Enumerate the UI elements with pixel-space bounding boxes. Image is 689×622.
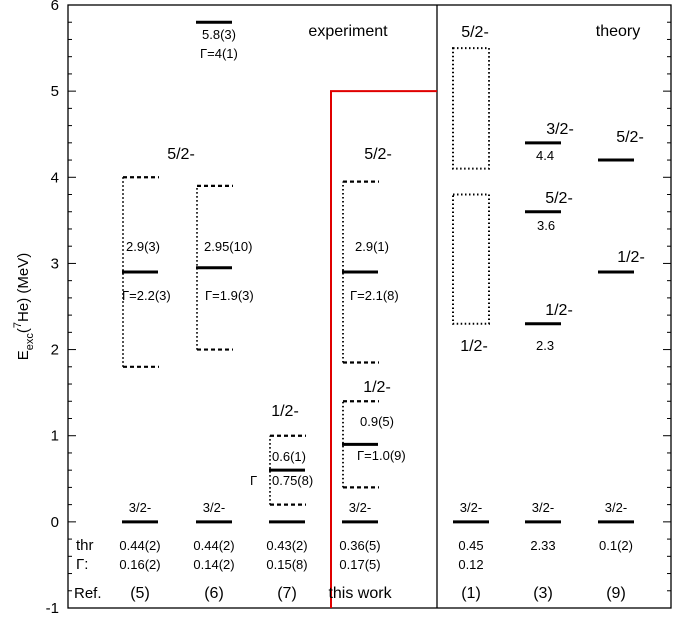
spin-label: 5/2- — [545, 190, 573, 207]
ground-state-label: 3/2- — [349, 500, 371, 515]
gamma-value: 0.12 — [458, 557, 483, 572]
reference-label: (9) — [606, 585, 626, 602]
spin-label: 1/2- — [460, 338, 488, 355]
reference-label: (7) — [277, 585, 297, 602]
y-tick-label: 1 — [51, 428, 59, 445]
spin-label: 5/2- — [461, 24, 489, 41]
this-work-highlight-line — [330, 90, 437, 608]
threshold-value: 0.45 — [458, 538, 483, 553]
threshold-value: 0.1(2) — [599, 538, 633, 553]
theory-label: theory — [596, 23, 640, 40]
width-label: Γ=4(1) — [200, 46, 238, 61]
spin-label: 1/2- — [545, 302, 573, 319]
y-axis-label-part: exc — [24, 333, 36, 351]
labels: -1 0 1 2 3 4 5 6 Eexc(7He) (MeV) experiment theory… — [12, 0, 645, 617]
ground-state-label: 3/2- — [605, 500, 627, 515]
reference-label: (5) — [130, 585, 150, 602]
gamma-value: 0.15(8) — [266, 557, 307, 572]
energy-label: 3.6 — [537, 218, 555, 233]
row-label-thr: thr — [76, 537, 94, 554]
reference-label: this work — [328, 585, 392, 602]
y-axis-label-part: 7 — [12, 322, 24, 328]
theory-range-box — [452, 193, 490, 325]
y-tick-label: 0 — [51, 514, 59, 531]
threshold-value: 0.44(2) — [193, 538, 234, 553]
ground-state-label: 3/2- — [129, 500, 151, 515]
energy-label: 2.95(10) — [204, 239, 252, 254]
y-axis-label-part: E — [15, 350, 32, 360]
y-axis-label: Eexc(7He) (MeV) — [12, 253, 36, 360]
reference-label: (6) — [204, 585, 224, 602]
threshold-value: 0.44(2) — [119, 538, 160, 553]
energy-label: 2.3 — [536, 338, 554, 353]
spin-label: 5/2- — [616, 129, 644, 146]
energy-label: 0.6(1) — [272, 449, 306, 464]
ground-state-label: 3/2- — [532, 500, 554, 515]
threshold-value: 0.36(5) — [339, 538, 380, 553]
reference-label: (3) — [533, 585, 553, 602]
ground-state-label: 3/2- — [203, 500, 225, 515]
gamma-value: 0.14(2) — [193, 557, 234, 572]
y-tick-label: 3 — [51, 255, 59, 272]
spin-label: 1/2- — [363, 379, 391, 396]
energy-label: 0.9(5) — [360, 414, 394, 429]
energy-label: 4.4 — [536, 148, 554, 163]
energy-label: 2.9(1) — [355, 239, 389, 254]
width-label: Γ=1.0(9) — [357, 448, 406, 463]
levels — [122, 20, 634, 608]
reference-label: (1) — [461, 585, 481, 602]
y-tick-label: 2 — [51, 342, 59, 359]
energy-label: 5.8(3) — [202, 27, 236, 42]
spin-label: 1/2- — [271, 403, 299, 420]
y-tick-label: 5 — [51, 83, 59, 100]
gamma-value: 0.16(2) — [119, 557, 160, 572]
threshold-value: 0.43(2) — [266, 538, 307, 553]
width-prefix-label: Γ — [250, 473, 257, 488]
row-label-ref: Ref. — [74, 585, 102, 602]
theory-range-box — [452, 47, 490, 170]
energy-label: 2.9(3) — [126, 239, 160, 254]
width-label: 0.75(8) — [272, 473, 313, 488]
spin-label: 5/2- — [167, 146, 195, 163]
y-tick-label: -1 — [46, 600, 59, 617]
width-label: Γ=2.2(3) — [122, 288, 171, 303]
width-label: Γ=1.9(3) — [205, 288, 254, 303]
ground-state-label: 3/2- — [460, 500, 482, 515]
y-tick-label: 6 — [51, 0, 59, 14]
y-tick-label: 4 — [51, 169, 59, 186]
experiment-label: experiment — [308, 23, 388, 40]
y-axis-label-part: ( — [15, 328, 32, 333]
y-axis-label-part: He) (MeV) — [15, 253, 32, 322]
row-label-gamma: Γ: — [76, 556, 88, 573]
width-label: Γ=2.1(8) — [350, 288, 399, 303]
axes — [67, 4, 672, 609]
spin-label: 5/2- — [364, 146, 392, 163]
plot-frame — [67, 4, 672, 609]
spin-label: 1/2- — [617, 249, 645, 266]
threshold-value: 2.33 — [530, 538, 555, 553]
spin-label: 3/2- — [546, 121, 574, 138]
gamma-value: 0.17(5) — [339, 557, 380, 572]
